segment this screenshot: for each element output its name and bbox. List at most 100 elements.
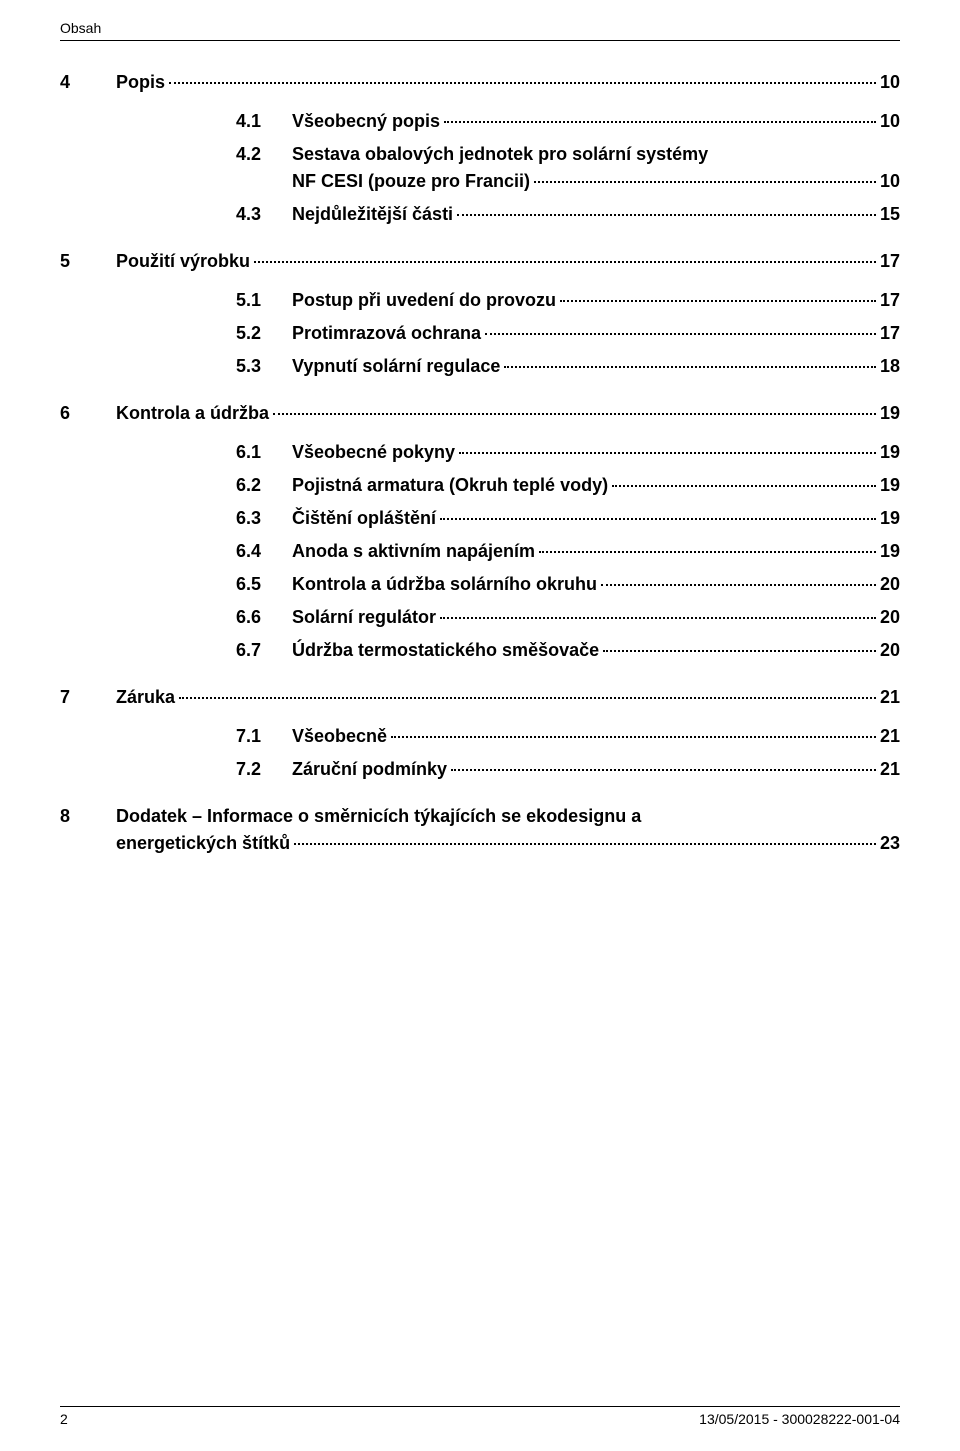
toc-level2-row: 5.1 Postup při uvedení do provozu 17 [60, 287, 900, 314]
dot-leader [457, 214, 876, 216]
toc-page: 19 [880, 538, 900, 565]
footer-page-number: 2 [60, 1411, 68, 1427]
toc-number: 6.4 [236, 538, 292, 565]
toc-title: Postup při uvedení do provozu [292, 287, 556, 314]
dot-leader [440, 518, 876, 520]
dot-leader [612, 485, 876, 487]
toc-page: 20 [880, 571, 900, 598]
toc-title: Všeobecně [292, 723, 387, 750]
toc-title: Kontrola a údržba [116, 400, 269, 427]
toc-level2-row: 4.3 Nejdůležitější části 15 [60, 201, 900, 228]
dot-leader [534, 181, 876, 183]
toc-title: Záruční podmínky [292, 756, 447, 783]
toc-title: Kontrola a údržba solárního okruhu [292, 571, 597, 598]
dot-leader [485, 333, 876, 335]
toc-number: 6.5 [236, 571, 292, 598]
header-rule [60, 40, 900, 41]
dot-leader [539, 551, 876, 553]
toc-level1-row: 4 Popis 10 [60, 69, 900, 96]
dot-leader [391, 736, 876, 738]
toc-number: 6.7 [236, 637, 292, 664]
toc-number: 7 [60, 684, 116, 711]
running-head: Obsah [60, 20, 900, 36]
toc-number: 5.3 [236, 353, 292, 380]
toc-title: Nejdůležitější části [292, 201, 453, 228]
toc-page: 17 [880, 248, 900, 275]
toc-page: 17 [880, 320, 900, 347]
toc-page: 19 [880, 472, 900, 499]
toc-number: 5.1 [236, 287, 292, 314]
toc-number: 6.2 [236, 472, 292, 499]
dot-leader [459, 452, 876, 454]
toc-page: 18 [880, 353, 900, 380]
dot-leader [601, 584, 876, 586]
toc-number: 8 [60, 803, 116, 830]
toc-page: 20 [880, 604, 900, 631]
toc-level2-row: 6.6 Solární regulátor 20 [60, 604, 900, 631]
toc-number: 4 [60, 69, 116, 96]
toc-number: 4.2 [236, 141, 292, 168]
toc-number: 4.3 [236, 201, 292, 228]
dot-leader [179, 697, 876, 699]
toc-page: 19 [880, 439, 900, 466]
toc-title: Pojistná armatura (Okruh teplé vody) [292, 472, 608, 499]
toc-title: Anoda s aktivním napájením [292, 538, 535, 565]
toc-level1-row: 5 Použití výrobku 17 [60, 248, 900, 275]
toc-number: 6.1 [236, 439, 292, 466]
dot-leader [603, 650, 876, 652]
toc-title: Čištění opláštění [292, 505, 436, 532]
toc-title-line1: Sestava obalových jednotek pro solární s… [292, 141, 900, 168]
toc-level2-row: 7.2 Záruční podmínky 21 [60, 756, 900, 783]
toc-page: 21 [880, 756, 900, 783]
toc-title: Protimrazová ochrana [292, 320, 481, 347]
toc-level2-row: 4.2 Sestava obalových jednotek pro solár… [60, 141, 900, 195]
toc-number: 5.2 [236, 320, 292, 347]
toc-level2-row: 7.1 Všeobecně 21 [60, 723, 900, 750]
toc-title: Všeobecné pokyny [292, 439, 455, 466]
toc-number: 7.2 [236, 756, 292, 783]
toc-level2-row: 6.4 Anoda s aktivním napájením 19 [60, 538, 900, 565]
page-footer: 2 13/05/2015 - 300028222-001-04 [60, 1406, 900, 1427]
toc-page: 19 [880, 400, 900, 427]
toc-level2-row: 6.3 Čištění opláštění 19 [60, 505, 900, 532]
dot-leader [560, 300, 876, 302]
toc-page: 20 [880, 637, 900, 664]
toc-page: 23 [880, 830, 900, 857]
toc-number: 6.6 [236, 604, 292, 631]
toc-title: Popis [116, 69, 165, 96]
toc-level2-row: 6.5 Kontrola a údržba solárního okruhu 2… [60, 571, 900, 598]
toc-level2-row: 6.1 Všeobecné pokyny 19 [60, 439, 900, 466]
toc-title: Vypnutí solární regulace [292, 353, 500, 380]
toc-page: 10 [880, 69, 900, 96]
toc-title-line1: Dodatek – Informace o směrnicích týkajíc… [116, 803, 900, 830]
toc-number: 5 [60, 248, 116, 275]
toc-level1-row: 8 Dodatek – Informace o směrnicích týkaj… [60, 803, 900, 857]
toc-level2-row: 5.3 Vypnutí solární regulace 18 [60, 353, 900, 380]
toc-page: 15 [880, 201, 900, 228]
toc-level1-row: 7 Záruka 21 [60, 684, 900, 711]
table-of-contents: 4 Popis 10 4.1 Všeobecný popis 10 4.2 Se… [60, 69, 900, 857]
toc-level2-row: 5.2 Protimrazová ochrana 17 [60, 320, 900, 347]
toc-level1-row: 6 Kontrola a údržba 19 [60, 400, 900, 427]
page: Obsah 4 Popis 10 4.1 Všeobecný popis 10 … [0, 0, 960, 1451]
toc-level2-row: 4.1 Všeobecný popis 10 [60, 108, 900, 135]
toc-title: Záruka [116, 684, 175, 711]
toc-title-line2: energetických štítků [116, 830, 290, 857]
toc-level2-row: 6.7 Údržba termostatického směšovače 20 [60, 637, 900, 664]
toc-title: Údržba termostatického směšovače [292, 637, 599, 664]
toc-level2-row: 6.2 Pojistná armatura (Okruh teplé vody)… [60, 472, 900, 499]
toc-number: 4.1 [236, 108, 292, 135]
dot-leader [294, 843, 876, 845]
toc-page: 10 [880, 168, 900, 195]
toc-title: Všeobecný popis [292, 108, 440, 135]
toc-number: 6 [60, 400, 116, 427]
footer-doc-id: 13/05/2015 - 300028222-001-04 [699, 1411, 900, 1427]
dot-leader [254, 261, 876, 263]
dot-leader [444, 121, 876, 123]
dot-leader [504, 366, 876, 368]
toc-number: 6.3 [236, 505, 292, 532]
dot-leader [273, 413, 876, 415]
toc-title: Použití výrobku [116, 248, 250, 275]
toc-page: 21 [880, 684, 900, 711]
toc-page: 17 [880, 287, 900, 314]
